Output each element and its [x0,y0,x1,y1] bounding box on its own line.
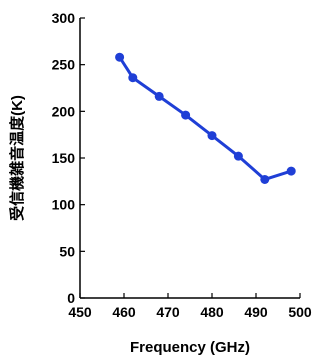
data-point [260,174,270,184]
y-ticks: 0 50 100 150 200 250 300 [52,10,85,306]
data-point [233,151,243,161]
x-axis-title: Frequency (GHz) [130,339,250,356]
x-tick-label: 480 [200,304,224,320]
series-line [118,56,292,181]
y-tick-label: 50 [59,243,75,259]
x-tick-label: 460 [112,304,136,320]
data-point [286,166,296,176]
y-tick-label: 0 [67,290,75,306]
x-tick-label: 500 [288,304,312,320]
x-tick-label: 490 [244,304,268,320]
data-point [154,91,164,101]
x-ticks: 450 460 470 480 490 500 [68,293,312,320]
series-group [115,52,296,184]
y-axis-title: 受信機雑音温度(K) [8,95,26,221]
x-tick-label: 470 [156,304,180,320]
y-tick-label: 200 [52,103,76,119]
data-point [207,131,217,141]
y-tick-label: 150 [52,150,76,166]
y-tick-label: 250 [52,57,76,73]
x-tick-label: 450 [68,304,92,320]
y-tick-label: 100 [52,197,76,213]
data-point [181,110,191,120]
data-point [115,52,125,62]
data-point [128,73,138,83]
plot-frame [79,18,300,299]
y-tick-label: 300 [52,10,76,26]
